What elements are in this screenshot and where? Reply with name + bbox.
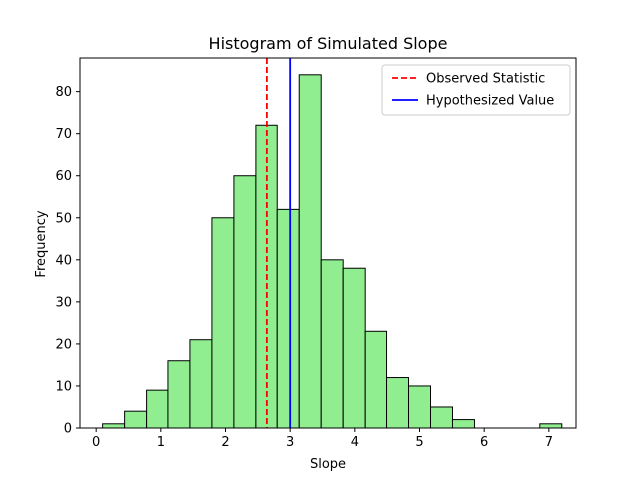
- x-tick-label-0: 0: [92, 435, 100, 450]
- y-tick-label-3: 30: [55, 295, 72, 310]
- x-tick-label-7: 7: [545, 435, 553, 450]
- legend: Observed Statistic Hypothesized Value: [381, 64, 571, 116]
- histogram-bar-9: [298, 74, 322, 429]
- histogram-bar-13: [386, 377, 410, 429]
- bars-layer: [102, 74, 563, 429]
- x-tick-label-6: 6: [480, 435, 488, 450]
- y-axis-label: Frequency: [34, 210, 49, 277]
- histogram-bar-16: [451, 419, 475, 429]
- y-tick-label-7: 70: [55, 127, 72, 142]
- histogram-bar-14: [408, 385, 431, 429]
- y-tick-label-4: 40: [55, 253, 72, 268]
- histogram-bar-15: [429, 406, 453, 429]
- y-tick-label-1: 10: [55, 379, 72, 394]
- x-tick-label-1: 1: [157, 435, 165, 450]
- y-tick-label-6: 60: [55, 169, 72, 184]
- y-tick-label-5: 50: [55, 211, 72, 226]
- y-tick-label-8: 80: [55, 85, 72, 100]
- histogram-bar-20: [539, 423, 563, 429]
- x-tick-label-2: 2: [221, 435, 229, 450]
- histogram-bar-3: [167, 360, 191, 429]
- histogram-bar-12: [364, 330, 388, 429]
- x-tick-label-5: 5: [415, 435, 423, 450]
- y-tick-label-2: 20: [55, 337, 72, 352]
- histogram-bar-11: [342, 267, 366, 429]
- histogram-bar-5: [211, 217, 235, 429]
- histogram-bar-6: [233, 175, 257, 429]
- histogram-bar-8: [276, 208, 300, 429]
- x-axis-label: Slope: [310, 457, 346, 472]
- x-tick-label-4: 4: [351, 435, 359, 450]
- histogram-bar-4: [189, 339, 213, 429]
- histogram-bar-2: [146, 389, 169, 429]
- histogram-bar-10: [320, 259, 344, 429]
- plot-frame: [79, 57, 577, 429]
- legend-box: [381, 64, 571, 116]
- reference-lines-layer: [265, 58, 292, 428]
- chart-title: Histogram of Simulated Slope: [209, 34, 448, 53]
- legend-label-1: Hypothesized Value: [426, 94, 554, 109]
- y-tick-label-0: 0: [64, 422, 72, 437]
- histogram-bar-1: [124, 410, 148, 429]
- x-axis-ticks: 0 1 2 3 4 5 6 7: [92, 428, 553, 450]
- y-axis-ticks: 0 10 20 30 40 50 60 70 80: [55, 85, 80, 437]
- x-tick-label-3: 3: [286, 435, 294, 450]
- legend-label-0: Observed Statistic: [426, 72, 545, 87]
- histogram-bar-0: [102, 423, 126, 429]
